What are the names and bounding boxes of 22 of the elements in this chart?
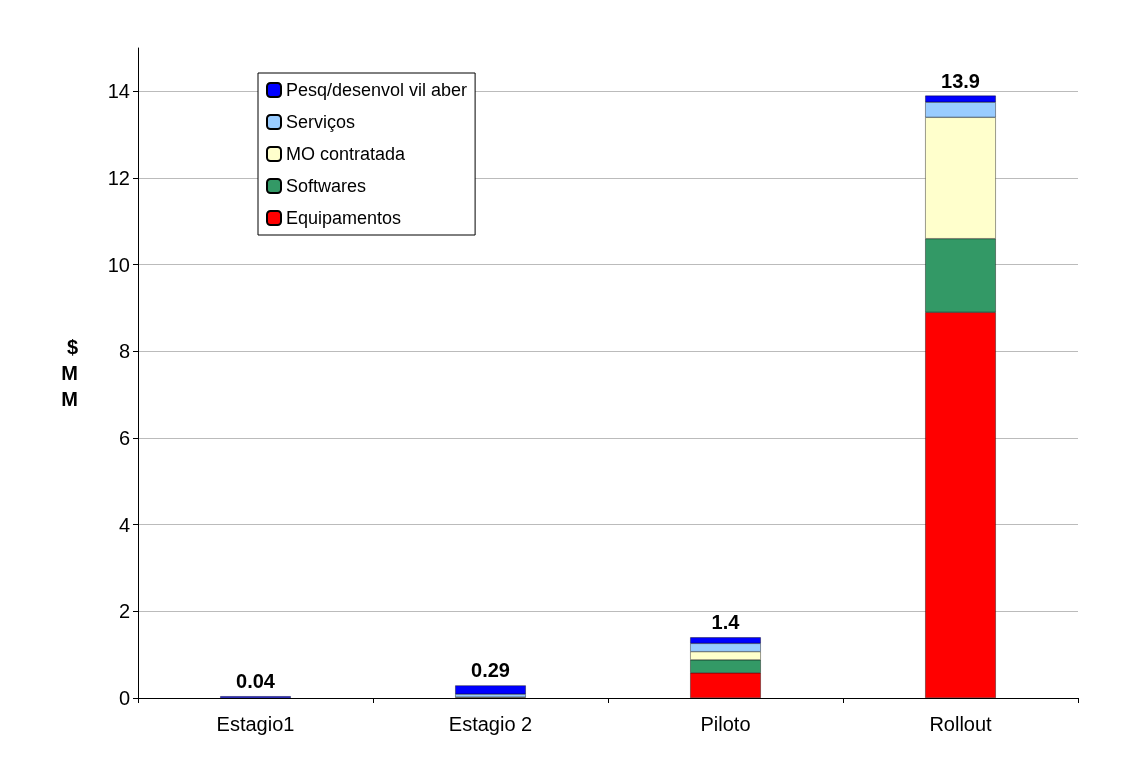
y-tick-label: 4: [118, 513, 130, 536]
y-tick-label: 6: [118, 427, 130, 449]
y-tick-label: 10: [107, 253, 130, 276]
legend-label: Pesq/desenvol vil aber: [286, 80, 468, 100]
legend-label: Softwares: [286, 176, 367, 196]
legend-label: Equipamentos: [286, 208, 402, 228]
x-tick-label: Rollout: [929, 713, 993, 735]
total-label: 0.29: [471, 659, 510, 682]
x-tick-label: Piloto: [700, 713, 751, 735]
legend-label: MO contratada: [286, 144, 407, 164]
y-tick-label: 12: [107, 167, 130, 189]
legend-label: Serviços: [286, 112, 356, 132]
total-label: 1.4: [711, 611, 741, 634]
total-label: 0.04: [236, 670, 276, 693]
y-tick-label: 14: [107, 80, 130, 103]
y-tick-label: 2: [118, 600, 130, 623]
x-tick-label: Estagio1: [216, 713, 295, 735]
y-tick-label: 0: [118, 687, 130, 709]
x-tick-label: Estagio 2: [448, 713, 533, 735]
total-label: 13.9: [941, 69, 980, 92]
y-tick-label: 8: [118, 340, 130, 363]
y-axis-title: $MM: [61, 336, 78, 410]
